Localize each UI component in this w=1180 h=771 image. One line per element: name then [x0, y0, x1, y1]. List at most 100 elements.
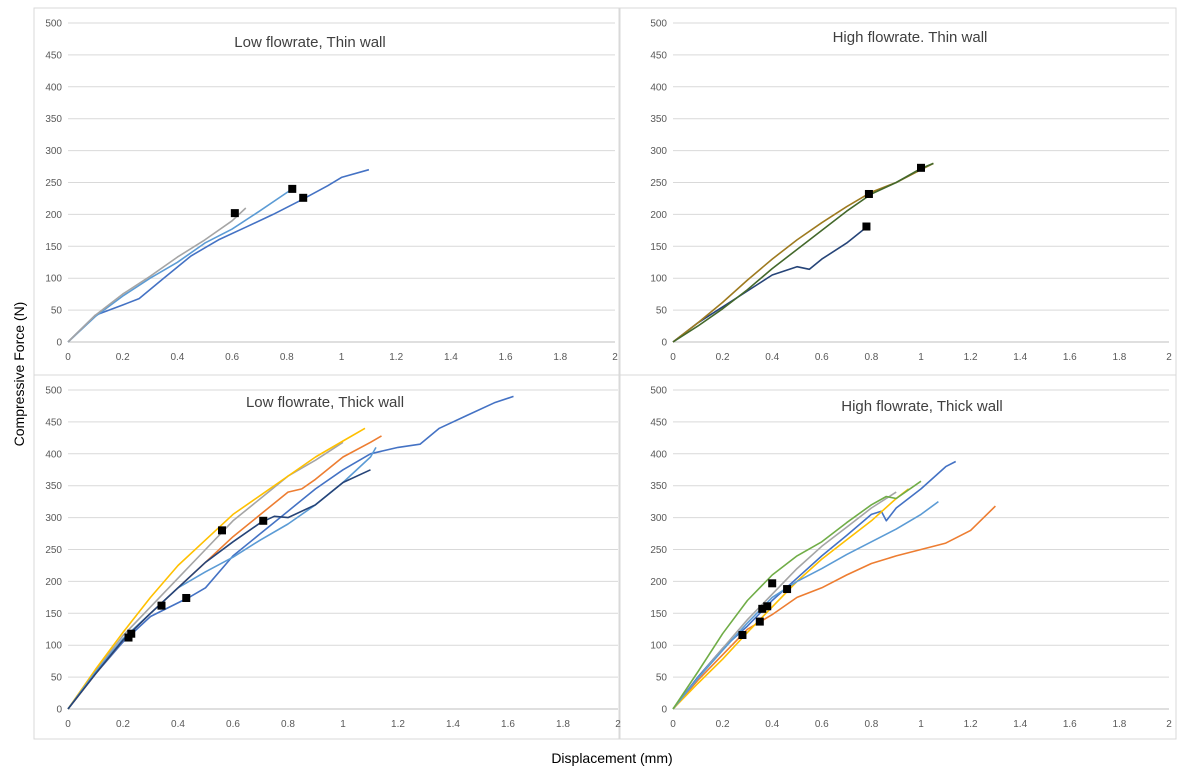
failure-marker [917, 163, 925, 172]
x-tick-label: 1.4 [446, 719, 460, 730]
x-tick-label: 1 [339, 352, 345, 363]
y-tick-label: 450 [650, 50, 667, 61]
x-tick-label: 0.8 [864, 352, 878, 363]
x-tick-label: 1 [918, 719, 924, 730]
y-tick-label: 50 [656, 306, 668, 317]
x-tick-label: 0.4 [171, 719, 185, 730]
chart-title: Low flowrate, Thin wall [234, 34, 385, 51]
x-tick-label: 1.8 [556, 719, 570, 730]
y-tick-label: 500 [45, 19, 62, 30]
series-line [67, 395, 514, 710]
x-tick-label: 0 [65, 352, 71, 363]
y-tick-label: 400 [45, 449, 62, 460]
y-tick-label: 150 [45, 242, 62, 253]
y-tick-label: 350 [650, 114, 667, 125]
failure-marker [299, 193, 308, 202]
series-line [672, 500, 939, 710]
x-tick-label: 0.2 [116, 719, 130, 730]
x-tick-label: 0.6 [815, 352, 829, 363]
x-tick-label: 0.4 [765, 352, 779, 363]
series-line [672, 480, 922, 710]
chart-title: Low flowrate, Thick wall [246, 394, 404, 411]
y-tick-label: 50 [656, 673, 668, 684]
y-tick-label: 150 [650, 242, 667, 253]
y-tick-label: 200 [45, 210, 62, 221]
failure-marker [763, 602, 772, 611]
x-tick-label: 1.4 [1013, 352, 1027, 363]
y-tick-label: 100 [650, 641, 667, 652]
y-tick-label: 250 [45, 545, 62, 556]
series-line [672, 226, 867, 343]
failure-marker [218, 526, 226, 535]
y-tick-label: 250 [45, 178, 62, 189]
x-tick-label: 1.6 [499, 352, 513, 363]
y-tick-label: 200 [650, 577, 667, 588]
series-line [672, 505, 996, 710]
x-tick-label: 1.2 [391, 719, 405, 730]
failure-marker [755, 617, 764, 626]
chart-low-flowrate-thick-wall: 0 50 100 150 200 250 300 350 400 450 500 0 0.2 0.4 0.6… [45, 386, 621, 731]
failure-marker [758, 604, 767, 613]
y-tick-label: 450 [650, 417, 667, 428]
series-line [67, 441, 344, 710]
y-tick-label: 200 [45, 577, 62, 588]
failure-marker [288, 184, 297, 193]
x-tick-label: 1 [918, 352, 924, 363]
x-tick-label: 1.4 [444, 352, 458, 363]
failure-marker [259, 516, 268, 525]
y-tick-label: 150 [45, 609, 62, 620]
y-tick-label: 500 [45, 386, 62, 397]
x-tick-label: 0.2 [116, 352, 130, 363]
x-tick-label: 2 [615, 719, 621, 730]
x-tick-label: 1.8 [1112, 352, 1126, 363]
panel-frame-4 [619, 374, 1177, 740]
x-tick-label: 0.8 [280, 352, 294, 363]
panel-frame-1 [33, 7, 620, 376]
x-tick-label: 1.4 [1013, 719, 1027, 730]
y-tick-label: 500 [650, 386, 667, 397]
y-tick-label: 300 [650, 513, 667, 524]
failure-marker [182, 593, 191, 602]
y-tick-label: 100 [45, 274, 62, 285]
x-tick-label: 1.6 [1063, 719, 1077, 730]
x-tick-label: 1 [340, 719, 346, 730]
x-tick-label: 0.2 [716, 719, 730, 730]
x-tick-label: 1.6 [501, 719, 515, 730]
x-tick-label: 2 [1166, 352, 1172, 363]
y-tick-label: 50 [51, 673, 63, 684]
x-tick-label: 1.8 [1112, 719, 1126, 730]
chart-low-flowrate-thin-wall: 0 50 100 150 200 250 300 350 400 450 500 0 0.2 0.4 0.6… [45, 19, 618, 364]
y-tick-label: 250 [650, 545, 667, 556]
failure-marker [768, 579, 777, 588]
chart-title: High flowrate. Thin wall [833, 29, 988, 46]
y-tick-label: 150 [650, 609, 667, 620]
x-tick-label: 0 [670, 352, 676, 363]
x-axis-title: Displacement (mm) [551, 750, 672, 766]
x-tick-label: 0.4 [765, 719, 779, 730]
chart-high-flowrate-thick-wall: 0 50 100 150 200 250 300 350 400 450 500 0 0.2 0.4 0.6… [650, 386, 1172, 731]
y-tick-label: 500 [650, 19, 667, 30]
y-tick-label: 300 [45, 146, 62, 157]
failure-marker [124, 633, 133, 642]
y-tick-label: 0 [56, 705, 62, 716]
y-tick-label: 50 [51, 306, 63, 317]
y-tick-label: 0 [661, 338, 667, 349]
x-tick-label: 1.2 [964, 352, 978, 363]
y-tick-label: 300 [45, 513, 62, 524]
series-line [67, 469, 371, 710]
x-tick-label: 1.8 [553, 352, 567, 363]
failure-marker [738, 630, 747, 639]
x-tick-label: 0.6 [226, 719, 240, 730]
x-tick-label: 0.6 [815, 719, 829, 730]
y-tick-label: 400 [650, 449, 667, 460]
failure-marker [864, 189, 873, 198]
x-tick-label: 0.2 [716, 352, 730, 363]
chart-high-flowrate-thin-wall: 0 50 100 150 200 250 300 350 400 450 500 0 0.2 0.4 0.6… [650, 19, 1172, 364]
failure-marker [230, 209, 239, 218]
x-tick-label: 0 [670, 719, 676, 730]
x-tick-label: 0.6 [225, 352, 239, 363]
y-tick-label: 400 [45, 82, 62, 93]
y-tick-label: 0 [661, 705, 667, 716]
y-tick-label: 0 [56, 338, 62, 349]
